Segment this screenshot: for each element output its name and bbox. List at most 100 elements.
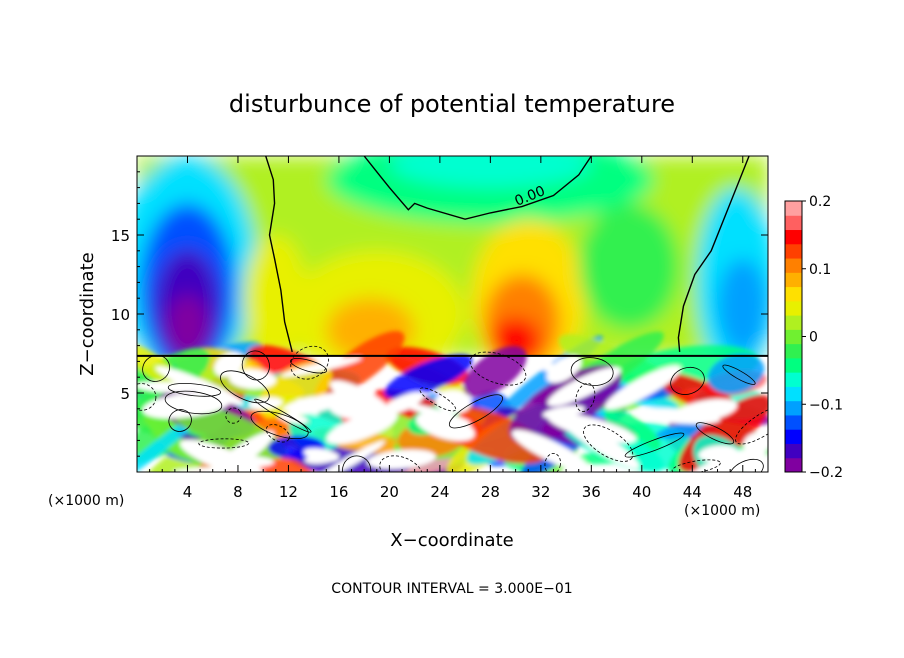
colorbar-swatch	[785, 272, 802, 288]
eddy-white	[155, 366, 244, 406]
eddy-white	[382, 392, 425, 415]
eddy-white	[604, 365, 681, 410]
field-blob	[717, 258, 768, 354]
contour-line	[363, 156, 592, 220]
colorbar-swatch	[785, 443, 802, 459]
x-tick-label: 12	[279, 483, 298, 501]
eddy	[604, 408, 661, 451]
contour-line	[671, 459, 721, 472]
contour-line	[241, 350, 270, 381]
footnote: CONTOUR INTERVAL = 3.000E−01	[331, 581, 572, 597]
contour-line	[290, 345, 329, 380]
contour-line	[265, 156, 293, 353]
contour-line	[575, 383, 596, 412]
eddy-white	[317, 440, 386, 472]
field-blob	[389, 156, 592, 188]
contour-line	[137, 383, 157, 411]
eddy-white	[326, 410, 398, 445]
colorbar-swatch	[785, 400, 802, 416]
x-tick-label: 28	[481, 483, 500, 501]
eddy-white	[137, 381, 198, 393]
eddy-white	[281, 356, 362, 377]
x-tick-label: 36	[582, 483, 601, 501]
contour-line	[670, 366, 705, 395]
contour-line	[290, 358, 328, 374]
contour-line	[254, 398, 312, 433]
eddy-white	[367, 449, 436, 469]
colorbar-tick-label: −0.2	[809, 465, 843, 481]
eddy-white	[142, 392, 231, 419]
eddy	[463, 346, 527, 398]
eddy-white	[542, 405, 586, 419]
y-tick-label: 5	[120, 385, 130, 403]
colorbar-swatch	[785, 343, 802, 359]
colorbar-tick-label: 0.1	[809, 262, 831, 278]
contour-line	[250, 410, 309, 440]
contour-line	[735, 405, 768, 445]
contour-line	[469, 351, 527, 386]
contour-line	[168, 409, 192, 432]
eddy-white	[547, 367, 621, 407]
eddy-white	[546, 355, 582, 383]
field-blob	[167, 295, 208, 359]
x-tick-label: 48	[733, 483, 752, 501]
x-unit-right: (×1000 m)	[684, 503, 760, 519]
colorbar-swatch	[785, 386, 802, 402]
contour-line	[342, 455, 372, 472]
x-unit-left: (×1000 m)	[48, 493, 124, 509]
colorbar-swatch	[785, 414, 802, 430]
y-axis: 5 10 15	[111, 171, 768, 457]
eddy-white	[435, 390, 472, 414]
colorbar-swatch	[785, 429, 802, 444]
contour-line	[419, 387, 457, 412]
eddy-white	[511, 429, 589, 472]
x-axis: 4 8 12 16 20 24 28 32 36 40 44 48	[149, 156, 756, 501]
eddy-white	[634, 408, 721, 425]
colorbar-swatch	[785, 329, 802, 345]
contour-line	[167, 383, 222, 397]
colorbar-swatch	[785, 215, 802, 231]
contour-line	[677, 156, 750, 352]
colorbar-swatch	[785, 372, 802, 387]
contour-line	[379, 455, 423, 472]
chart-title: disturbunce of potential temperature	[229, 90, 675, 118]
x-tick-label: 16	[329, 483, 348, 501]
eddy-white	[282, 396, 316, 411]
eddy-white	[172, 466, 259, 472]
colorbar-swatch	[785, 357, 802, 373]
eddy-white	[683, 447, 766, 472]
contour-line	[728, 458, 764, 472]
eddy-white	[287, 391, 352, 416]
x-tick-label: 32	[531, 483, 550, 501]
colorbar-tick-label: −0.1	[809, 397, 843, 413]
contour-line	[583, 424, 634, 462]
x-tick-label: 8	[233, 483, 243, 501]
colorbar-swatch	[785, 258, 802, 273]
contour-line	[142, 354, 170, 382]
eddy-white	[416, 412, 475, 442]
contour-line	[220, 370, 270, 404]
eddy	[384, 354, 473, 399]
eddy-white	[303, 448, 339, 462]
colorbar-tick-label: 0	[809, 330, 818, 346]
x-tick-label: 24	[430, 483, 449, 501]
contour-line	[624, 432, 685, 458]
field-blob	[578, 203, 680, 330]
y-tick-label: 10	[111, 306, 130, 324]
colorbar-tick-label: 0.2	[809, 194, 831, 210]
contour-line	[544, 452, 561, 472]
y-tick-label: 15	[111, 227, 130, 245]
eddy-white	[558, 414, 640, 469]
x-axis-label: X−coordinate	[390, 530, 513, 551]
heatmap-field	[137, 156, 768, 472]
colorbar-swatch	[785, 457, 802, 473]
colorbar: 0.2 0.1 0 −0.1 −0.2	[784, 194, 843, 481]
contour-line	[198, 438, 250, 449]
contour-line	[164, 390, 223, 415]
x-tick-label: 4	[183, 483, 193, 501]
colorbar-swatch	[785, 201, 802, 216]
y-axis-label: Z−coordinate	[77, 252, 98, 375]
contour-line	[265, 424, 290, 443]
